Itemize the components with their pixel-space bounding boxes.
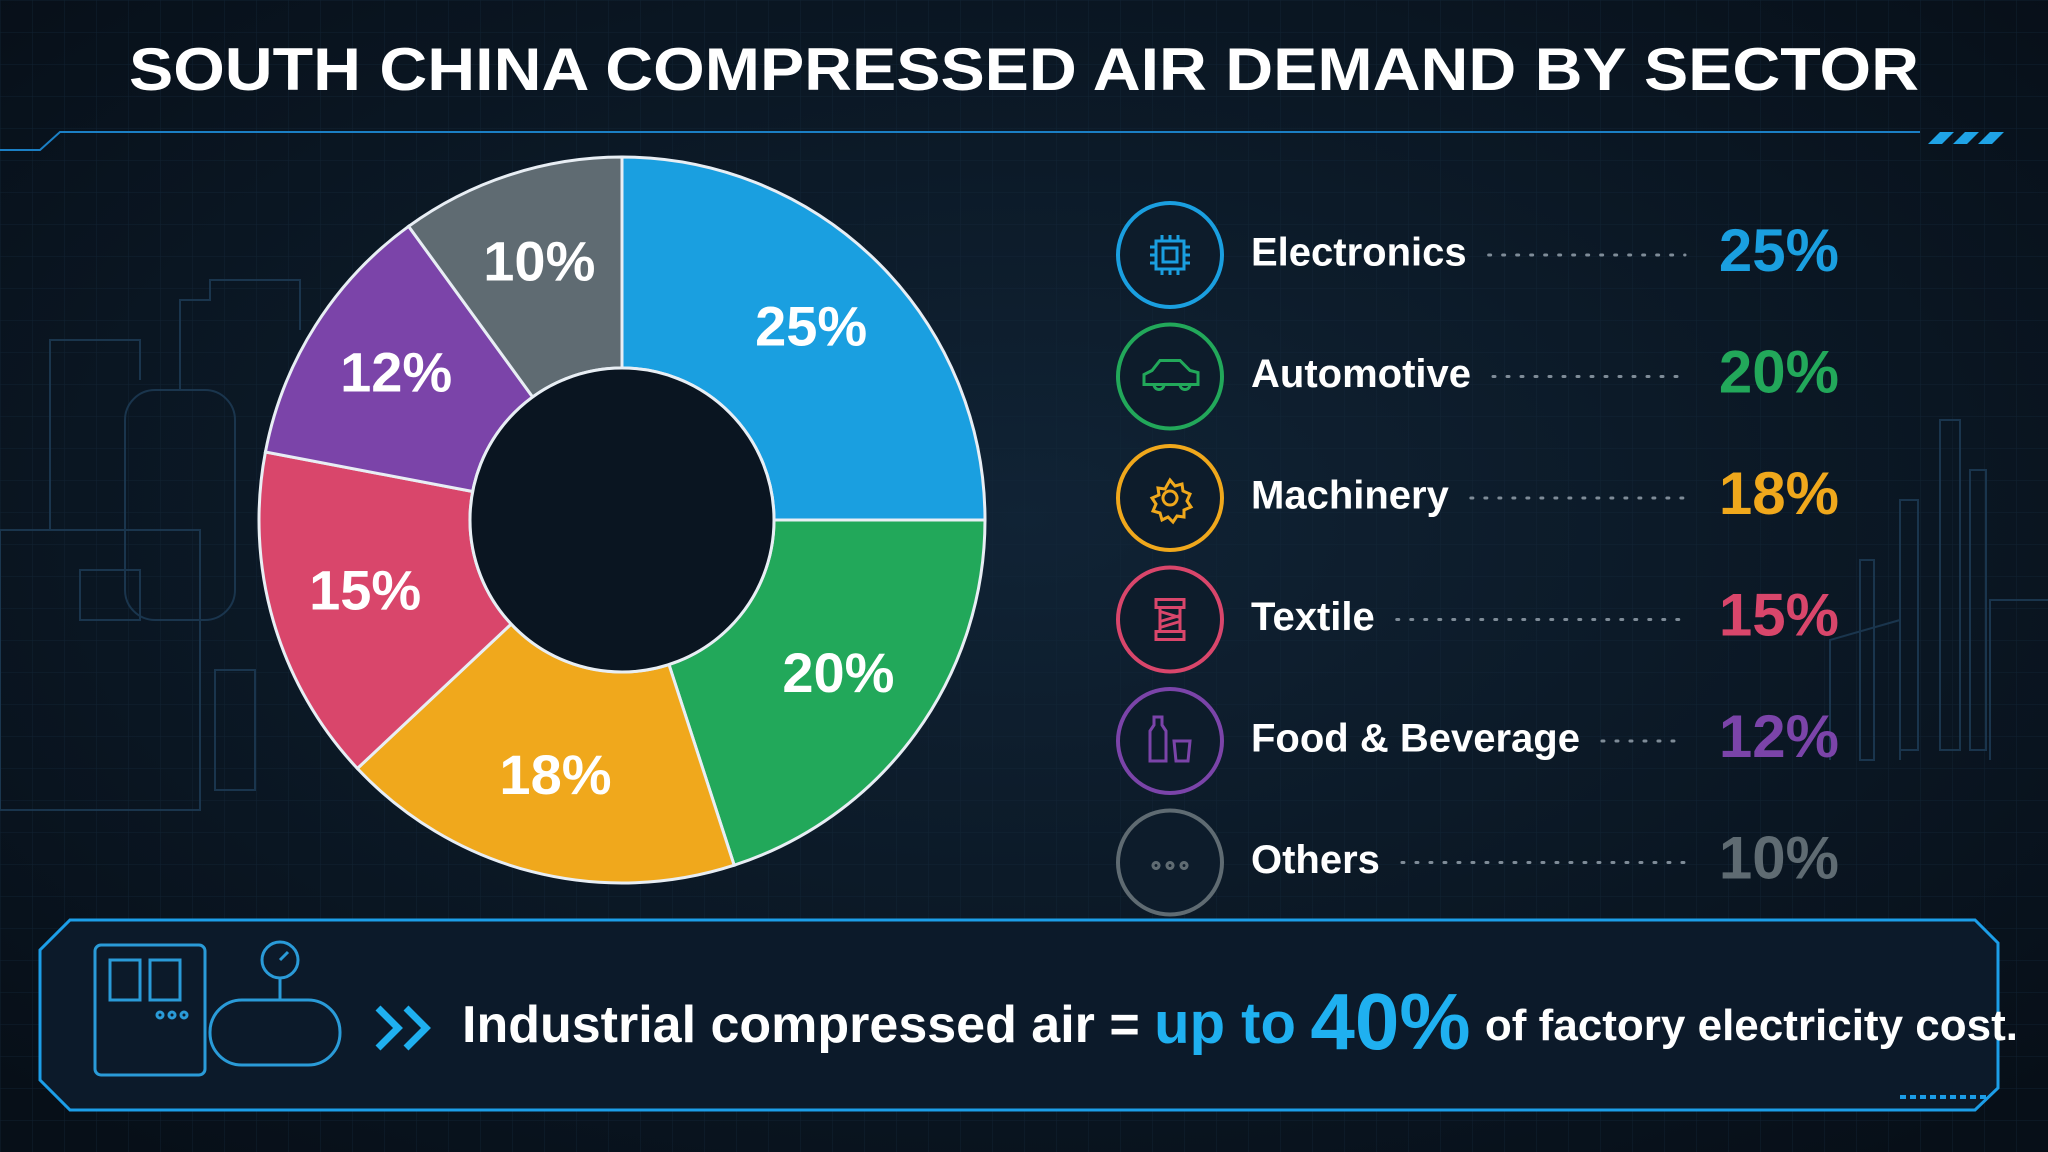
- chevron-icon: [375, 1005, 431, 1051]
- legend-label: Food & Beverage: [1251, 717, 1580, 761]
- footer-panel: Industrial compressed air = up to 40% of…: [38, 918, 2018, 1112]
- legend-label: Others: [1251, 838, 1380, 882]
- legend-icon: [1116, 565, 1224, 674]
- icon-ring: [1116, 687, 1224, 795]
- donut-chart: 25% 20% 18% 15% 12% 10%: [257, 155, 987, 885]
- slice-label: 25%: [755, 295, 867, 358]
- legend-value: 12%: [1719, 703, 1839, 770]
- header-rule: [0, 131, 2004, 151]
- donut-hole: [468, 366, 776, 674]
- icon-glyph: [1150, 235, 1190, 275]
- slice-label: 15%: [309, 558, 421, 621]
- icon-ring: [1116, 444, 1224, 552]
- legend-label: Machinery: [1251, 474, 1450, 518]
- slice-label: 12%: [340, 340, 452, 403]
- factory-sketch-left: [0, 279, 301, 811]
- slice-label: 20%: [782, 641, 894, 704]
- legend-value: 15%: [1719, 581, 1839, 648]
- legend-value: 25%: [1719, 217, 1839, 284]
- chart-title: SOUTH CHINA COMPRESSED AIR DEMAND BY SEC…: [129, 36, 1919, 103]
- icon-glyph: [1148, 715, 1192, 763]
- slice-label: 10%: [483, 229, 595, 292]
- legend: Electronics 25% Automotive 20% Machinery 18% T…: [1116, 201, 1839, 917]
- legend-label: Automotive: [1251, 352, 1471, 396]
- legend-value: 18%: [1719, 460, 1839, 527]
- footer-figure: 40%: [1310, 977, 1470, 1066]
- footer-lead: Industrial compressed air =: [462, 996, 1140, 1054]
- icon-glyph: [1154, 598, 1186, 641]
- legend-icon: [1116, 322, 1224, 431]
- slice-label: 18%: [499, 743, 611, 806]
- factory-sketch-right: [1829, 419, 2048, 761]
- legend-value: 10%: [1719, 824, 1839, 891]
- legend-icon: [1116, 808, 1224, 917]
- legend-icon: [1116, 687, 1224, 795]
- footer-tail: of factory electricity cost.: [1485, 1001, 2018, 1050]
- legend-value: 20%: [1719, 338, 1839, 405]
- footer-highlight: up to: [1154, 991, 1296, 1056]
- legend-icon: [1116, 444, 1224, 552]
- footer-note: Industrial compressed air = up to 40% of…: [462, 977, 2018, 1066]
- compressor-icon: [93, 940, 342, 1077]
- icon-ring: [1116, 201, 1224, 309]
- legend-label: Textile: [1251, 595, 1375, 639]
- icon-glyph: [1142, 359, 1200, 391]
- icon-glyph: [1149, 477, 1194, 525]
- icon-glyph: [1151, 861, 1189, 870]
- legend-label: Electronics: [1251, 231, 1467, 275]
- legend-icon: [1116, 201, 1224, 309]
- icon-ring: [1116, 322, 1224, 431]
